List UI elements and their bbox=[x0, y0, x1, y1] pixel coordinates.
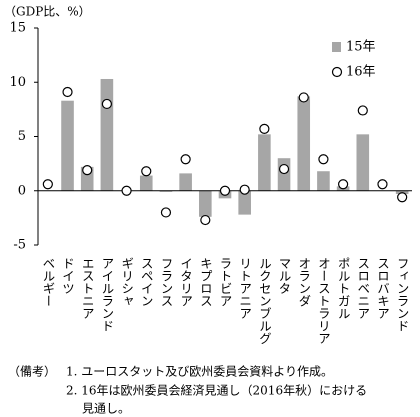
x-tick-label: キプロス bbox=[198, 257, 213, 307]
x-tick-label: マルタ bbox=[277, 257, 292, 295]
point bbox=[397, 192, 408, 203]
note: 1. ユーロスタット及び欧州委員会資料より作成。 bbox=[66, 365, 333, 379]
point bbox=[121, 185, 132, 196]
point bbox=[357, 105, 368, 116]
bar bbox=[277, 158, 291, 191]
x-tick-label: スロベニア bbox=[355, 257, 370, 320]
bar bbox=[61, 100, 74, 191]
bar bbox=[199, 190, 212, 217]
point bbox=[338, 179, 349, 190]
bar bbox=[258, 134, 271, 191]
point bbox=[82, 165, 93, 176]
point bbox=[278, 163, 290, 175]
x-tick-label: ギリシャ bbox=[119, 257, 134, 307]
note: 2. 16年は欧州委員会経済見通し（2016年秋）における bbox=[66, 383, 367, 398]
point bbox=[200, 214, 211, 226]
x-tick-label: オランダ bbox=[296, 257, 311, 307]
bar bbox=[139, 175, 153, 191]
x-tick-label: ラトビア bbox=[218, 257, 233, 307]
x-tick-label: イタリア bbox=[178, 257, 193, 307]
bar bbox=[238, 190, 251, 215]
point bbox=[219, 185, 231, 196]
bar bbox=[317, 171, 330, 191]
y-tick-label: -5 bbox=[13, 238, 26, 253]
point bbox=[160, 207, 172, 218]
x-tick-label: ベルギー bbox=[40, 257, 55, 307]
bar bbox=[179, 173, 192, 191]
x-tick-label: ポルトガル bbox=[336, 257, 351, 320]
x-tick-label: フランス bbox=[158, 257, 173, 307]
legend-label: 16年 bbox=[346, 65, 376, 80]
point bbox=[42, 179, 53, 190]
x-tick-label: エストニア bbox=[80, 257, 95, 320]
x-tick-label: フィンランド bbox=[395, 257, 410, 332]
point bbox=[180, 154, 191, 165]
x-tick-label: スロバキア bbox=[375, 257, 390, 320]
legend-swatch bbox=[332, 42, 341, 52]
point bbox=[259, 123, 270, 135]
point bbox=[141, 166, 152, 177]
x-tick-label: ドイツ bbox=[60, 257, 75, 295]
x-tick-label: スペイン bbox=[139, 257, 154, 307]
note: 見通し。 bbox=[82, 402, 130, 416]
y-tick-label: 5 bbox=[18, 129, 26, 144]
bar bbox=[297, 96, 311, 191]
x-tick-label: アイルランド bbox=[99, 257, 114, 332]
point bbox=[101, 98, 112, 110]
legend-swatch bbox=[331, 66, 343, 78]
x-tick-label: リトアニア bbox=[237, 257, 252, 320]
bar bbox=[356, 134, 370, 191]
bar bbox=[159, 190, 173, 192]
notes-label: （備考） bbox=[8, 364, 56, 379]
x-tick-label: ルクセンブルグ bbox=[257, 257, 272, 345]
point bbox=[239, 184, 250, 195]
y-tick-label: 15 bbox=[9, 21, 26, 36]
y-tick-label: 0 bbox=[18, 183, 26, 198]
y-tick-label: 10 bbox=[9, 75, 26, 90]
point bbox=[377, 179, 388, 190]
point bbox=[62, 86, 73, 98]
point bbox=[318, 154, 329, 165]
x-tick-label: オーストラリア bbox=[316, 257, 331, 345]
point bbox=[298, 92, 309, 103]
bar bbox=[100, 78, 114, 191]
legend-label: 15年 bbox=[346, 40, 376, 55]
unit-label: （GDP比、%） bbox=[4, 5, 91, 19]
